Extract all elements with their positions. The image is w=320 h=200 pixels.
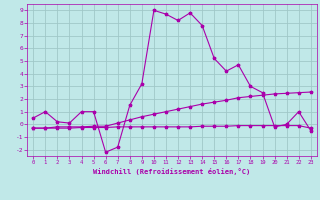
X-axis label: Windchill (Refroidissement éolien,°C): Windchill (Refroidissement éolien,°C) <box>93 168 251 175</box>
